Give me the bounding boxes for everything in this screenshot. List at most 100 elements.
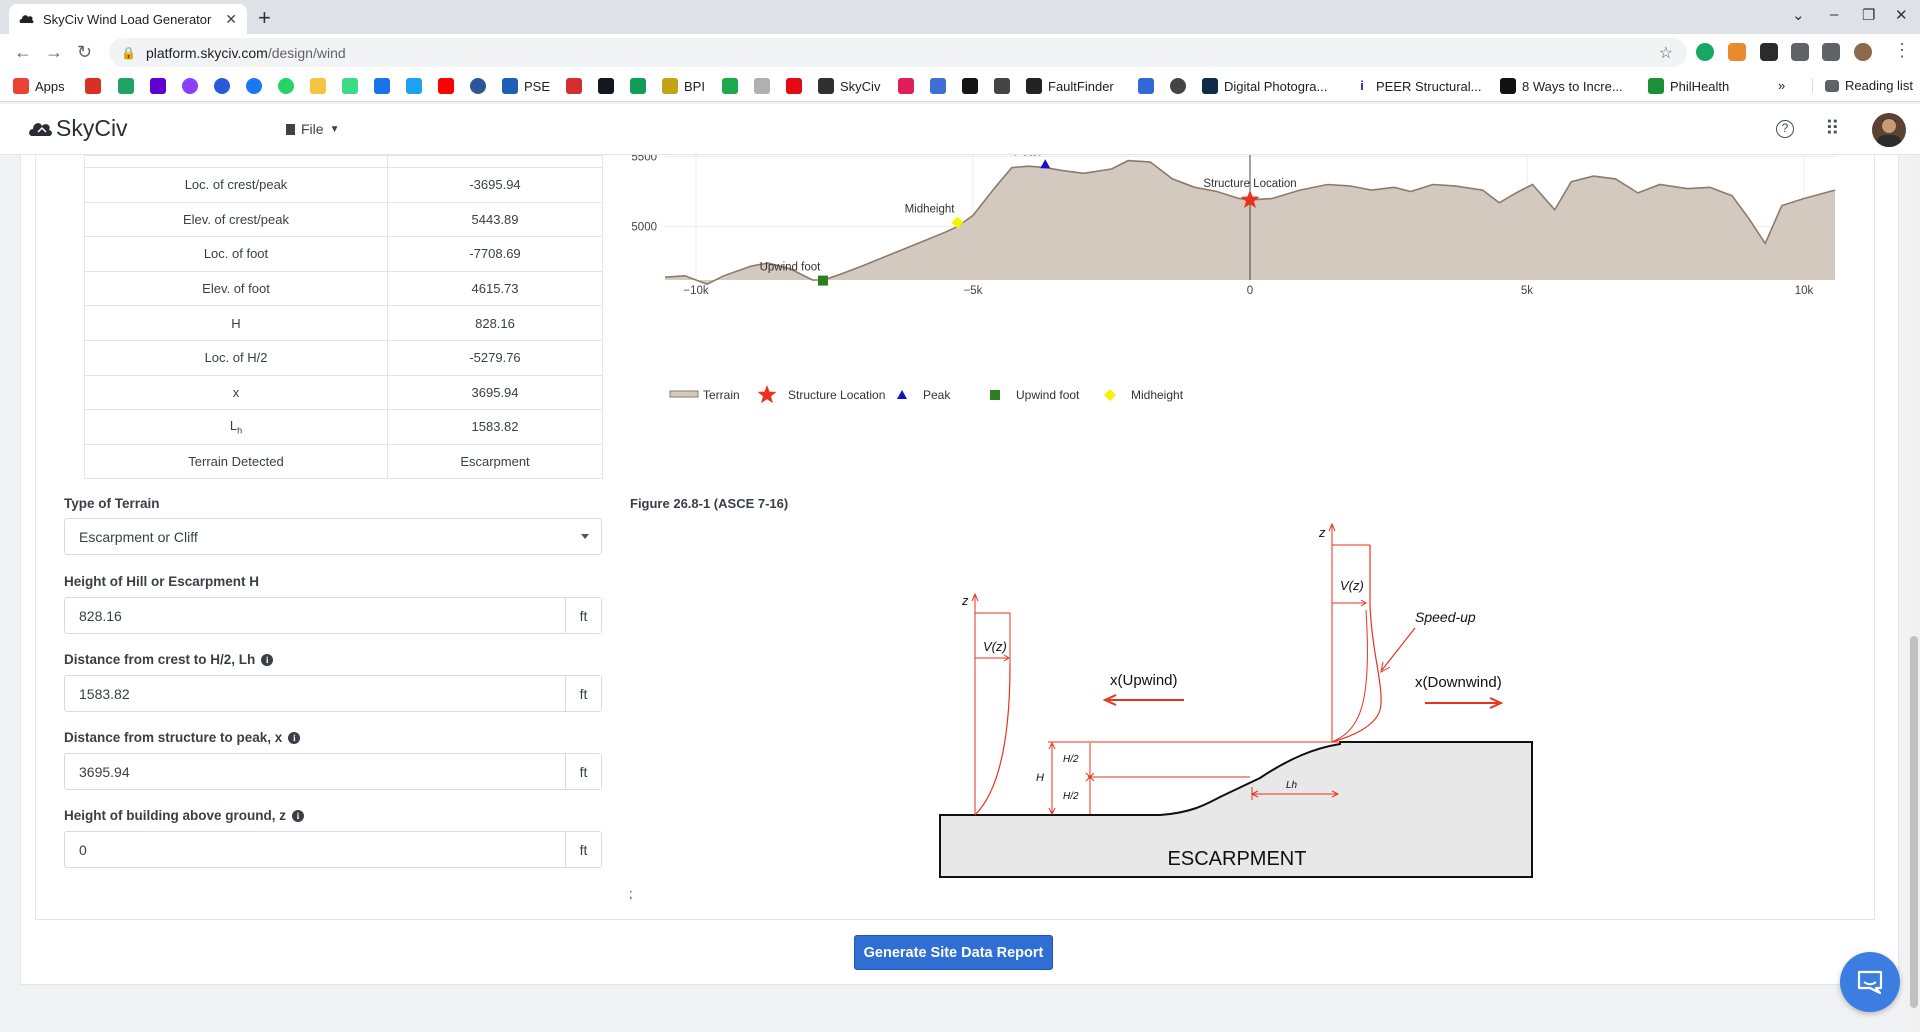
info-icon[interactable]: i	[261, 653, 274, 666]
bookmark-label: Digital Photogra...	[1224, 78, 1328, 94]
bookmark-icon[interactable]	[754, 78, 776, 94]
profile-avatar-icon[interactable]	[1854, 43, 1872, 61]
wix-icon[interactable]	[994, 78, 1016, 94]
h-label: H	[1036, 772, 1044, 784]
chat-icon[interactable]	[214, 78, 236, 94]
lh-input[interactable]: 1583.82	[79, 686, 130, 702]
bookmark-icon[interactable]	[566, 78, 588, 94]
info-icon[interactable]: i	[291, 809, 304, 822]
skyciv-logo[interactable]: SkyCiv	[28, 115, 128, 142]
sheets-icon[interactable]	[630, 78, 652, 94]
pse-icon	[502, 78, 518, 94]
grammarly-extension-icon[interactable]	[1696, 43, 1714, 61]
netflix-icon[interactable]	[786, 78, 808, 94]
info-icon[interactable]: i	[288, 731, 301, 744]
bookmark-digital-photography[interactable]: Digital Photogra...	[1202, 78, 1327, 94]
android-icon[interactable]	[342, 78, 364, 94]
extensions-puzzle-icon[interactable]	[1791, 43, 1809, 61]
midpoint-marker-icon	[1085, 772, 1095, 782]
bookmark-icon[interactable]	[722, 78, 744, 94]
tab-close-icon[interactable]: ✕	[225, 10, 237, 27]
new-tab-icon[interactable]: +	[258, 5, 271, 30]
forward-icon[interactable]: →	[45, 42, 63, 62]
unit-addon: ft	[565, 598, 601, 633]
figure-title: Figure 26.8-1 (ASCE 7-16)	[630, 496, 789, 511]
help-icon[interactable]: ?	[1776, 120, 1794, 138]
escarpment-label: ESCARPMENT	[1168, 848, 1307, 870]
bookmark-icon[interactable]	[1138, 78, 1160, 94]
x-tick-label: 10k	[1795, 285, 1814, 297]
browser-tab[interactable]: SkyCiv Wind Load Generator ✕	[9, 4, 247, 34]
window-close-icon[interactable]: ✕	[1895, 7, 1908, 24]
gmail-icon[interactable]	[85, 78, 107, 94]
unit-addon: ft	[565, 676, 601, 711]
bookmark-8-ways[interactable]: 8 Ways to Incre...	[1500, 78, 1623, 94]
media-control-icon[interactable]	[1822, 43, 1840, 61]
unit-addon: ft	[565, 832, 601, 867]
twitter-icon[interactable]	[406, 78, 428, 94]
bookmark-label: PhilHealth	[1670, 78, 1730, 94]
bookmark-philhealth[interactable]: PhilHealth	[1648, 78, 1729, 94]
terrain-type-value: Escarpment or Cliff	[79, 529, 198, 545]
bookmark-label: 8 Ways to Incre...	[1522, 78, 1623, 94]
y-tick-label: 5000	[631, 222, 657, 234]
table-value: -5279.76	[387, 339, 603, 376]
reading-list-icon	[1825, 79, 1839, 92]
back-icon[interactable]: ←	[14, 42, 32, 62]
extension-icon[interactable]	[1760, 43, 1778, 61]
file-menu[interactable]: File ▼	[286, 121, 339, 137]
metamask-extension-icon[interactable]	[1728, 43, 1746, 61]
bookmark-label: PEER Structural...	[1376, 78, 1482, 94]
reading-list[interactable]: Reading list	[1812, 78, 1913, 93]
z-input[interactable]: 0	[79, 842, 87, 858]
bookmark-bpi[interactable]: BPI	[662, 78, 705, 94]
tradingview-icon[interactable]	[598, 78, 620, 94]
globe-icon[interactable]	[1170, 78, 1192, 94]
more-bookmarks-icon[interactable]: »	[1778, 78, 1786, 93]
table-row: Elev. of crest/peak 5443.89	[84, 201, 603, 238]
terrain-profile-chart[interactable]: −10k −5k 0 5k 10k 5000 5500 Structure Location…	[620, 155, 1840, 415]
x-tick-label: 0	[1247, 285, 1253, 297]
table-row: Loc. of H/2 -5279.76	[84, 339, 603, 376]
height-input-group: 828.16 ft	[64, 597, 602, 634]
speedup-pointer	[1381, 627, 1416, 671]
bookmark-icon	[1500, 78, 1516, 94]
facebook-icon[interactable]	[246, 78, 268, 94]
tab-search-icon[interactable]: ⌄	[1792, 7, 1805, 24]
generate-site-data-report-button[interactable]: Generate Site Data Report	[854, 935, 1053, 970]
bookmark-icon[interactable]	[470, 78, 492, 94]
bookmark-faultfinder[interactable]: FaultFinder	[1026, 78, 1114, 94]
x-input[interactable]: 3695.94	[79, 764, 130, 780]
user-avatar[interactable]	[1872, 113, 1906, 147]
bookmark-skyciv[interactable]: SkyCiv	[818, 78, 880, 94]
height-input[interactable]: 828.16	[79, 608, 122, 624]
bookmark-icon[interactable]	[962, 78, 984, 94]
restore-icon[interactable]: ❐	[1862, 7, 1876, 24]
x-label-row: Distance from structure to peak, x i	[64, 730, 301, 745]
cloud-logo-icon	[29, 122, 52, 136]
whatsapp-icon[interactable]	[278, 78, 300, 94]
bookmark-peer[interactable]: i PEER Structural...	[1354, 78, 1481, 94]
bookmark-icon[interactable]	[930, 78, 952, 94]
slack-icon[interactable]	[898, 78, 920, 94]
bookmark-pse[interactable]: PSE	[502, 78, 550, 94]
bookmark-icon[interactable]	[310, 78, 332, 94]
youtube-icon[interactable]	[438, 78, 460, 94]
messenger-icon[interactable]	[182, 78, 204, 94]
reload-icon[interactable]: ↻	[77, 42, 93, 62]
upwork-icon[interactable]	[374, 78, 396, 94]
terrain-type-select[interactable]: Escarpment or Cliff	[64, 518, 602, 555]
stray-text: ;	[629, 886, 633, 901]
browser-menu-icon[interactable]: ⋮	[1893, 40, 1911, 60]
apps-grid-icon[interactable]: ⠿	[1825, 118, 1840, 140]
table-label: Loc. of crest/peak	[84, 167, 388, 203]
drive-icon[interactable]	[118, 78, 140, 94]
address-bar[interactable]: 🔒 platform.skyciv.com/design/wind ☆	[109, 38, 1687, 67]
lh-label: Lh	[1286, 780, 1298, 791]
bookmark-apps[interactable]: Apps	[13, 78, 65, 94]
mail-icon[interactable]	[150, 78, 172, 94]
scrollbar-thumb[interactable]	[1910, 636, 1918, 1008]
bookmark-star-icon[interactable]: ☆	[1658, 44, 1673, 62]
minimize-icon[interactable]: –	[1830, 6, 1839, 23]
chat-support-button[interactable]	[1840, 952, 1900, 1012]
